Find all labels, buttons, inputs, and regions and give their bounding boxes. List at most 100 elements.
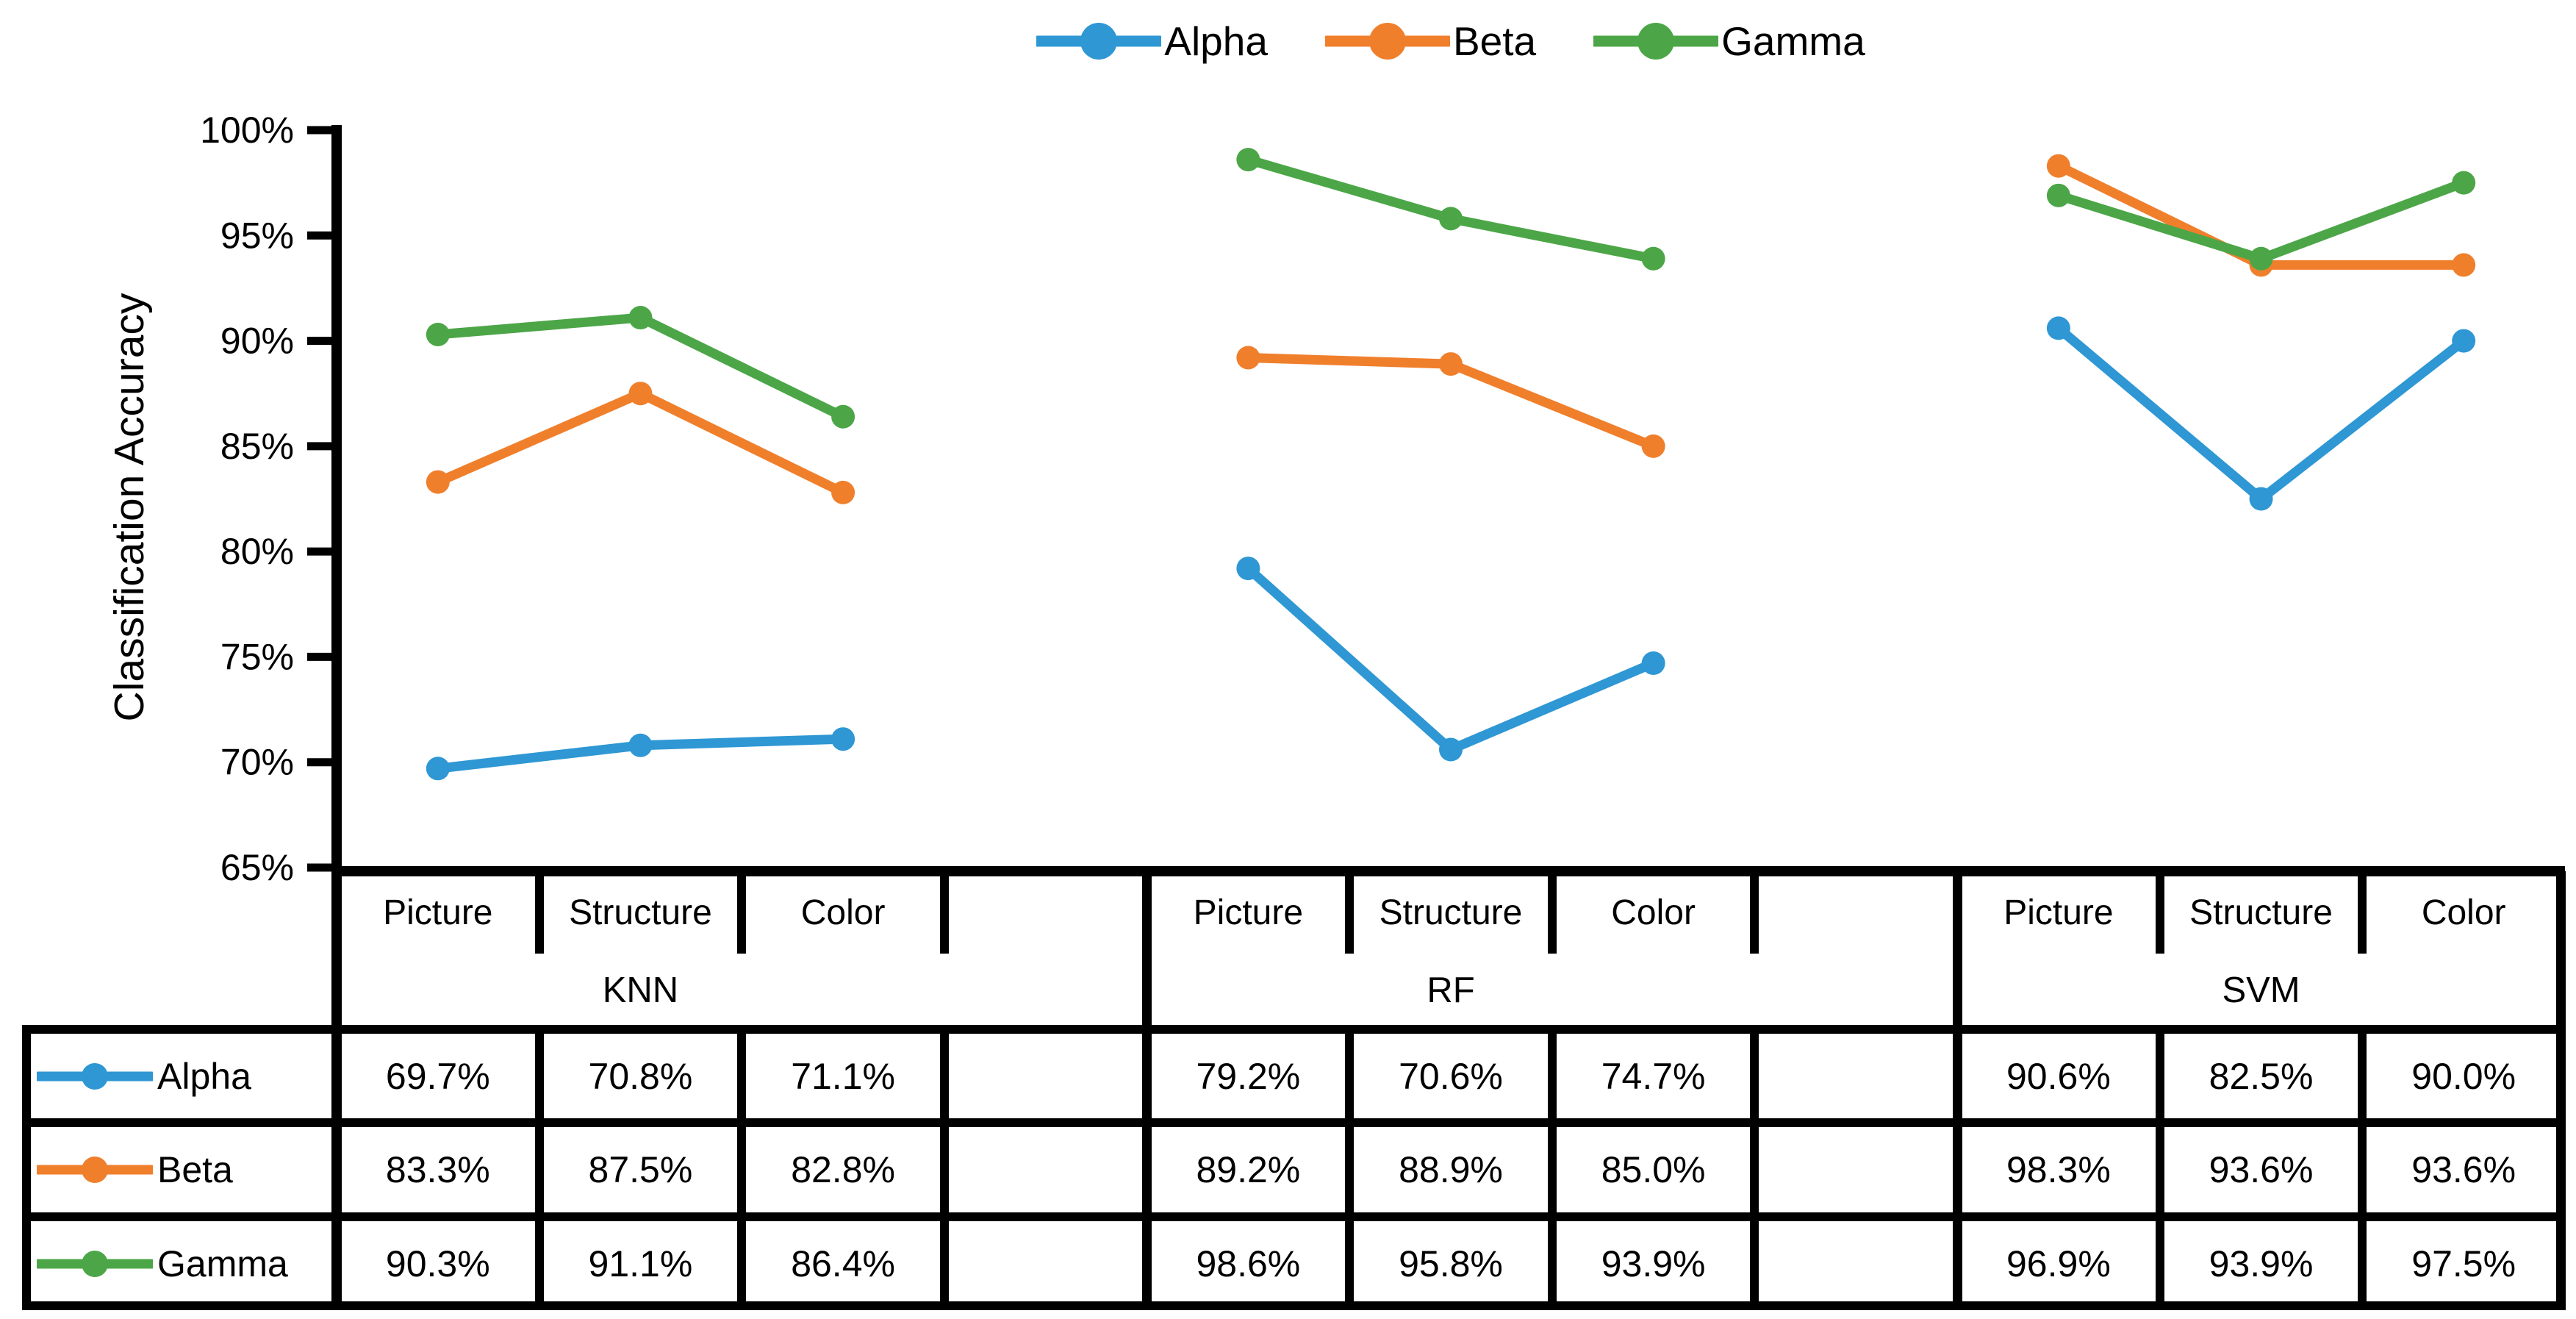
table-border-h <box>22 1212 2565 1221</box>
data-point-alpha-knn-color <box>831 727 855 751</box>
category-separator <box>1750 871 1759 954</box>
value-beta-svm-color: 93.6% <box>2411 1149 2516 1190</box>
series-line-alpha-svm <box>2053 323 2469 504</box>
group-separator <box>1952 871 1962 1310</box>
y-tick-label: 65% <box>220 847 294 888</box>
y-tick-label: 75% <box>220 636 294 677</box>
table-border-v <box>1750 1029 1759 1310</box>
data-point-alpha-rf-color <box>1641 651 1665 676</box>
category-header-knn-structure: Structure <box>569 893 712 932</box>
data-point-gamma-svm-structure <box>2249 246 2273 271</box>
data-point-alpha-knn-picture <box>426 757 450 781</box>
table-row-label-gamma: Gamma <box>31 1222 338 1305</box>
value-alpha-knn-structure: 70.8% <box>588 1055 693 1097</box>
category-separator <box>1345 871 1355 954</box>
table-row-label-beta: Beta <box>31 1128 338 1212</box>
category-separator <box>737 871 747 954</box>
value-alpha-svm-color: 90.0% <box>2411 1055 2516 1097</box>
table-border-h <box>22 1025 2565 1034</box>
data-point-alpha-rf-picture <box>1236 557 1260 581</box>
value-alpha-knn-picture: 69.7% <box>385 1055 490 1097</box>
table-border-v <box>2155 1029 2164 1310</box>
value-alpha-knn-color: 71.1% <box>791 1055 895 1097</box>
value-gamma-knn-picture: 90.3% <box>385 1243 490 1284</box>
data-point-gamma-knn-color <box>831 404 855 429</box>
series-name-gamma: Gamma <box>157 1243 288 1284</box>
data-point-gamma-knn-picture <box>426 322 450 346</box>
legend-key-marker <box>1637 23 1675 60</box>
data-point-beta-rf-picture <box>1236 346 1260 370</box>
category-header-svm-picture: Picture <box>2003 893 2114 932</box>
table-border-v <box>1547 1029 1557 1310</box>
category-header-knn-color: Color <box>800 893 886 932</box>
data-point-beta-rf-color <box>1641 434 1665 458</box>
legend-item-beta: Beta <box>1324 18 1537 65</box>
legend-item-gamma: Gamma <box>1593 18 1865 65</box>
value-alpha-svm-picture: 90.6% <box>2006 1055 2111 1097</box>
value-gamma-svm-color: 97.5% <box>2411 1243 2516 1284</box>
legend-key-marker <box>82 1062 108 1090</box>
data-point-alpha-rf-structure <box>1439 737 1463 762</box>
value-alpha-rf-structure: 70.6% <box>1399 1055 1503 1097</box>
category-header-rf-structure: Structure <box>1379 893 1523 932</box>
value-beta-knn-picture: 83.3% <box>385 1149 490 1190</box>
data-point-beta-knn-structure <box>628 382 653 406</box>
value-beta-svm-structure: 93.6% <box>2209 1149 2314 1190</box>
group-separator <box>1142 871 1152 1310</box>
series-line-beta-knn <box>433 388 848 498</box>
table-key-alpha <box>37 1062 153 1090</box>
table-border-v <box>1345 1029 1355 1310</box>
category-header-svm-color: Color <box>2421 893 2506 932</box>
category-separator <box>1547 871 1557 954</box>
value-gamma-knn-structure: 91.1% <box>588 1243 693 1284</box>
data-point-beta-knn-color <box>831 480 855 504</box>
data-point-gamma-rf-structure <box>1439 207 1463 231</box>
y-axis-line <box>331 125 342 1310</box>
table-border-v <box>2358 1029 2367 1310</box>
category-separator <box>939 871 949 954</box>
x-axis-line <box>331 866 2565 876</box>
data-point-gamma-rf-color <box>1641 246 1665 271</box>
group-header-rf: RF <box>1427 971 1475 1010</box>
legend-key-marker <box>1080 23 1118 60</box>
data-point-alpha-knn-structure <box>628 733 653 757</box>
legend-item-alpha: Alpha <box>1036 18 1268 65</box>
y-tick-label: 85% <box>220 426 294 467</box>
category-separator <box>534 871 544 954</box>
value-beta-rf-color: 85.0% <box>1601 1149 1706 1190</box>
value-alpha-rf-color: 74.7% <box>1601 1055 1706 1097</box>
value-beta-knn-structure: 87.5% <box>588 1149 693 1190</box>
value-gamma-svm-picture: 96.9% <box>2006 1243 2111 1284</box>
table-key-gamma <box>37 1250 153 1277</box>
series-name-beta: Beta <box>157 1149 233 1190</box>
value-beta-rf-picture: 89.2% <box>1196 1149 1301 1190</box>
table-border-v <box>534 1029 544 1310</box>
value-beta-svm-picture: 98.3% <box>2006 1149 2111 1190</box>
value-beta-rf-structure: 88.9% <box>1399 1149 1503 1190</box>
data-point-gamma-rf-picture <box>1236 148 1260 172</box>
series-line-alpha-rf <box>1243 563 1659 755</box>
value-alpha-svm-structure: 82.5% <box>2209 1055 2314 1097</box>
table-border-h <box>22 1118 2565 1127</box>
data-point-alpha-svm-structure <box>2249 487 2273 511</box>
y-tick-label: 80% <box>220 531 294 572</box>
data-point-beta-rf-structure <box>1439 352 1463 376</box>
legend-key-marker <box>1368 23 1406 60</box>
data-point-gamma-knn-structure <box>628 306 653 330</box>
y-tick-label: 90% <box>220 321 294 362</box>
table-row-label-alpha: Alpha <box>31 1034 338 1118</box>
value-gamma-rf-picture: 98.6% <box>1196 1243 1301 1284</box>
category-header-rf-picture: Picture <box>1193 893 1304 932</box>
legend-label-beta: Beta <box>1452 18 1537 64</box>
table-key-beta <box>37 1157 153 1183</box>
legend-key-alpha <box>1036 23 1162 60</box>
data-point-alpha-svm-color <box>2452 329 2476 353</box>
legend-label-gamma: Gamma <box>1721 18 1865 64</box>
legend-key-marker <box>82 1157 108 1183</box>
value-gamma-knn-color: 86.4% <box>791 1243 895 1284</box>
category-separator <box>2358 871 2367 954</box>
group-header-knn: KNN <box>602 971 679 1010</box>
legend-key-beta <box>1324 23 1450 60</box>
y-tick-label: 100% <box>200 110 294 151</box>
